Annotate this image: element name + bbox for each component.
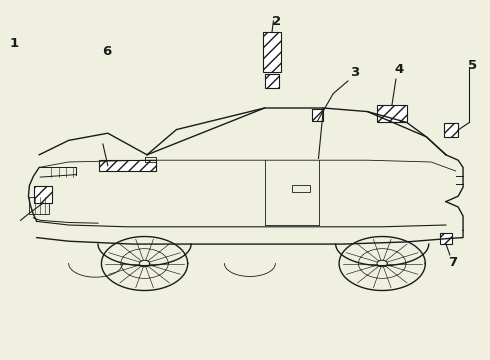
Bar <box>34 186 52 203</box>
Bar <box>263 32 281 72</box>
Text: 6: 6 <box>102 45 111 58</box>
Bar <box>29 197 49 214</box>
Bar <box>265 74 279 88</box>
Text: 3: 3 <box>350 66 359 78</box>
Bar <box>444 123 458 137</box>
Text: 7: 7 <box>448 256 457 269</box>
Bar <box>377 105 407 122</box>
Bar <box>312 109 323 121</box>
Bar <box>292 185 310 192</box>
Text: 2: 2 <box>272 15 281 28</box>
Bar <box>440 233 452 244</box>
Text: 4: 4 <box>394 63 403 76</box>
Text: 5: 5 <box>468 59 477 72</box>
Text: 1: 1 <box>9 37 18 50</box>
Bar <box>99 160 156 171</box>
